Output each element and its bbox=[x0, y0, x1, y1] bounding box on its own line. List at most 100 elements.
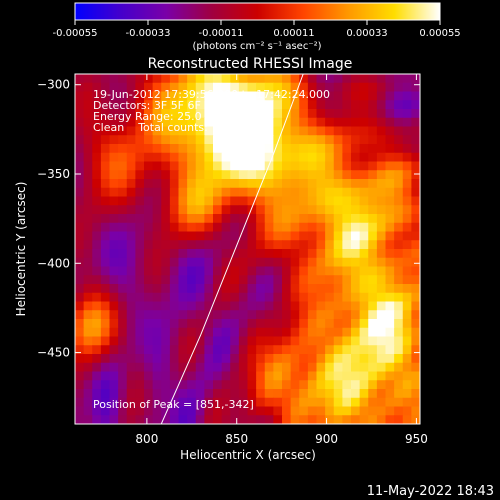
heatmap-cell bbox=[299, 292, 309, 303]
heatmap-cell bbox=[109, 240, 119, 250]
heatmap-cell bbox=[144, 74, 154, 84]
heatmap-cell bbox=[75, 362, 85, 373]
heatmap-cell bbox=[126, 362, 136, 373]
heatmap-cell bbox=[368, 240, 378, 250]
heatmap-cell bbox=[385, 336, 395, 346]
heatmap-cell bbox=[213, 82, 223, 93]
heatmap-cell bbox=[178, 292, 188, 303]
heatmap-cell bbox=[316, 82, 326, 93]
heatmap-cell bbox=[238, 301, 249, 311]
heatmap-cell bbox=[144, 170, 154, 180]
heatmap-cell bbox=[282, 91, 292, 101]
heatmap-cell bbox=[351, 249, 361, 259]
heatmap-cell bbox=[204, 389, 214, 399]
colorbar bbox=[74, 2, 441, 21]
heatmap-cell bbox=[169, 117, 180, 128]
heatmap-cell bbox=[100, 406, 111, 416]
heatmap-cell bbox=[221, 117, 231, 128]
heatmap-cell bbox=[238, 292, 249, 303]
heatmap-cell bbox=[75, 257, 85, 268]
heatmap-cell bbox=[100, 249, 111, 259]
heatmap-cell bbox=[333, 397, 343, 408]
heatmap-cell bbox=[75, 319, 85, 329]
heatmap-cell bbox=[299, 310, 309, 320]
heatmap-cell bbox=[83, 240, 93, 250]
heatmap-cell bbox=[411, 144, 420, 154]
heatmap-cell bbox=[351, 214, 361, 224]
heatmap-cell bbox=[351, 74, 361, 84]
heatmap-cell bbox=[161, 249, 171, 259]
heatmap-cell bbox=[213, 179, 223, 189]
heatmap-cell bbox=[126, 144, 136, 154]
heatmap-cell bbox=[256, 406, 266, 416]
heatmap-cell bbox=[213, 345, 223, 355]
heatmap-cell bbox=[100, 354, 111, 364]
heatmap-cell bbox=[126, 310, 136, 320]
heatmap-cell bbox=[109, 257, 119, 268]
heatmap-cell bbox=[169, 205, 180, 215]
heatmap-cell bbox=[411, 275, 420, 285]
heatmap-cell bbox=[385, 284, 395, 294]
heatmap-cell bbox=[221, 257, 231, 268]
heatmap-cell bbox=[351, 91, 361, 101]
heatmap-cell bbox=[161, 74, 171, 84]
heatmap-cell bbox=[187, 135, 197, 145]
heatmap-cell bbox=[325, 240, 335, 250]
heatmap-cell bbox=[178, 319, 188, 329]
heatmap-cell bbox=[342, 292, 352, 303]
heatmap-cell bbox=[290, 257, 300, 268]
heatmap-cell bbox=[376, 205, 387, 215]
heatmap-cell bbox=[238, 389, 249, 399]
heatmap-cell bbox=[213, 135, 223, 145]
heatmap-cell bbox=[402, 179, 412, 189]
heatmap-cell bbox=[282, 82, 292, 93]
heatmap-cell bbox=[213, 389, 223, 399]
heatmap-cell bbox=[144, 231, 154, 241]
heatmap-cell bbox=[290, 117, 300, 128]
heatmap-cell bbox=[195, 161, 205, 171]
heatmap-cell bbox=[411, 82, 420, 93]
heatmap-cell bbox=[221, 249, 231, 259]
heatmap-cell bbox=[256, 117, 266, 128]
heatmap-cell bbox=[135, 249, 145, 259]
heatmap-cell bbox=[368, 319, 378, 329]
heatmap-cell bbox=[230, 266, 240, 276]
heatmap-cell bbox=[152, 319, 162, 329]
heatmap-cell bbox=[359, 380, 369, 390]
heatmap-cell bbox=[204, 354, 214, 364]
heatmap-cell bbox=[411, 91, 420, 101]
heatmap-cell bbox=[109, 82, 119, 93]
heatmap-cell bbox=[368, 179, 378, 189]
heatmap-cell bbox=[221, 82, 231, 93]
heatmap-cell bbox=[178, 82, 188, 93]
heatmap-cell bbox=[152, 292, 162, 303]
heatmap-cell bbox=[83, 406, 93, 416]
heatmap-cell bbox=[385, 257, 395, 268]
heatmap-cell bbox=[152, 284, 162, 294]
heatmap-cell bbox=[333, 231, 343, 241]
heatmap-cell bbox=[118, 240, 128, 250]
heatmap-cell bbox=[385, 82, 395, 93]
heatmap-cell bbox=[75, 231, 85, 241]
heatmap-cell bbox=[394, 82, 404, 93]
heatmap-cell bbox=[100, 135, 111, 145]
heatmap-cell bbox=[273, 214, 283, 224]
heatmap-cell bbox=[109, 205, 119, 215]
heatmap-cell bbox=[109, 275, 119, 285]
heatmap-cell bbox=[221, 205, 231, 215]
heatmap-cell bbox=[299, 74, 309, 84]
heatmap-cell bbox=[178, 135, 188, 145]
heatmap-cell bbox=[109, 231, 119, 241]
heatmap-cell bbox=[75, 161, 85, 171]
heatmap-cell bbox=[230, 161, 240, 171]
heatmap-cell bbox=[221, 362, 231, 373]
heatmap-cell bbox=[402, 327, 412, 338]
heatmap-cell bbox=[83, 266, 93, 276]
heatmap-cell bbox=[92, 161, 102, 171]
heatmap-cell bbox=[118, 179, 128, 189]
heatmap-cell bbox=[385, 100, 395, 110]
heatmap-cell bbox=[213, 214, 223, 224]
heatmap-cell bbox=[230, 187, 240, 198]
heatmap-cell bbox=[187, 222, 197, 233]
heatmap-cell bbox=[402, 214, 412, 224]
